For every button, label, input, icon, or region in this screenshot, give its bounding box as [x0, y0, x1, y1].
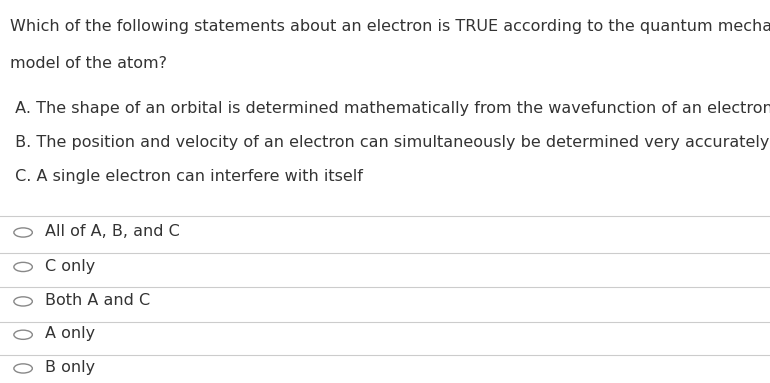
Text: Both A and C: Both A and C [45, 293, 150, 308]
Text: All of A, B, and C: All of A, B, and C [45, 224, 179, 239]
Text: A only: A only [45, 326, 95, 341]
Text: C only: C only [45, 259, 95, 273]
Text: B. The position and velocity of an electron can simultaneously be determined ver: B. The position and velocity of an elect… [10, 135, 769, 150]
Text: model of the atom?: model of the atom? [10, 56, 167, 70]
Text: A. The shape of an orbital is determined mathematically from the wavefunction of: A. The shape of an orbital is determined… [10, 101, 770, 116]
Text: B only: B only [45, 360, 95, 375]
Text: C. A single electron can interfere with itself: C. A single electron can interfere with … [10, 169, 363, 184]
Text: Which of the following statements about an electron is TRUE according to the qua: Which of the following statements about … [10, 19, 770, 34]
